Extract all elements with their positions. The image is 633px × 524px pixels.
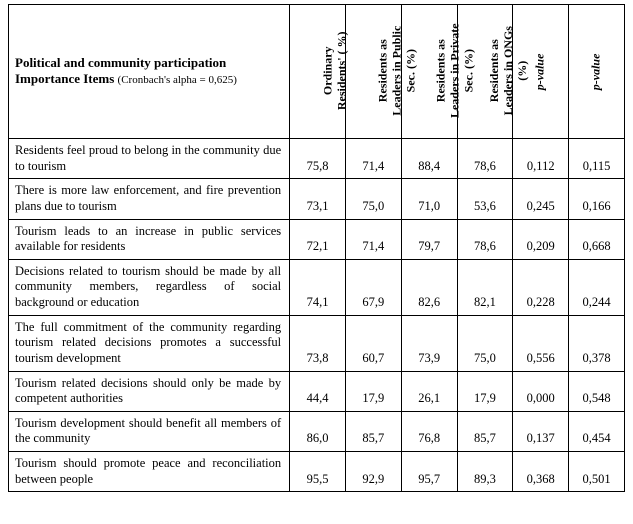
table-row: Decisions related to tourism should be m…: [9, 259, 625, 315]
value-cell: 0,245: [513, 179, 569, 219]
value-cell: 0,115: [569, 139, 625, 179]
item-cell: Tourism related decisions should only be…: [9, 371, 290, 411]
value-cell: 53,6: [457, 179, 513, 219]
value-cell: 60,7: [345, 315, 401, 371]
item-cell: The full commitment of the community reg…: [9, 315, 290, 371]
value-cell: 0,668: [569, 219, 625, 259]
value-cell: 0,228: [513, 259, 569, 315]
value-cell: 78,6: [457, 219, 513, 259]
value-cell: 75,0: [345, 179, 401, 219]
value-cell: 0,112: [513, 139, 569, 179]
value-cell: 89,3: [457, 452, 513, 492]
col-header-label: OrdinaryResidents' ( %): [322, 32, 350, 111]
table-row: Tourism development should benefit all m…: [9, 411, 625, 451]
participation-table: Political and community participation Im…: [8, 4, 625, 492]
value-cell: 82,6: [401, 259, 457, 315]
value-cell: 44,4: [290, 371, 346, 411]
col-header-pvalue-2: p-value: [569, 5, 625, 139]
value-cell: 0,209: [513, 219, 569, 259]
value-cell: 71,0: [401, 179, 457, 219]
value-cell: 74,1: [290, 259, 346, 315]
value-cell: 75,8: [290, 139, 346, 179]
value-cell: 17,9: [345, 371, 401, 411]
table-body: Residents feel proud to belong in the co…: [9, 139, 625, 492]
item-cell: Tourism leads to an increase in public s…: [9, 219, 290, 259]
table-row: Tourism related decisions should only be…: [9, 371, 625, 411]
value-cell: 0,378: [569, 315, 625, 371]
col-header-label: Residents asLeaders in ONGs(%): [488, 26, 529, 115]
cronbach-alpha-note: (Cronbach's alpha = 0,625): [118, 74, 237, 86]
page: Political and community participation Im…: [0, 0, 633, 496]
value-cell: 85,7: [457, 411, 513, 451]
col-header-ordinary-residents: OrdinaryResidents' ( %): [290, 5, 346, 139]
table-row: Tourism leads to an increase in public s…: [9, 219, 625, 259]
col-header-label: p-value: [590, 53, 604, 90]
value-cell: 26,1: [401, 371, 457, 411]
table-row: Tourism should promote peace and reconci…: [9, 452, 625, 492]
col-header-label: Residents asLeaders in PrivateSec. (%): [434, 24, 475, 119]
value-cell: 76,8: [401, 411, 457, 451]
value-cell: 75,0: [457, 315, 513, 371]
value-cell: 0,000: [513, 371, 569, 411]
value-cell: 82,1: [457, 259, 513, 315]
value-cell: 17,9: [457, 371, 513, 411]
table-row: The full commitment of the community reg…: [9, 315, 625, 371]
value-cell: 0,368: [513, 452, 569, 492]
value-cell: 0,501: [569, 452, 625, 492]
value-cell: 71,4: [345, 219, 401, 259]
header-row: Political and community participation Im…: [9, 5, 625, 139]
value-cell: 95,5: [290, 452, 346, 492]
table-head: Political and community participation Im…: [9, 5, 625, 139]
col-header-leaders-public: Residents asLeaders in PublicSec. (%): [345, 5, 401, 139]
item-cell: Residents feel proud to belong in the co…: [9, 139, 290, 179]
value-cell: 71,4: [345, 139, 401, 179]
value-cell: 0,244: [569, 259, 625, 315]
item-cell: Tourism should promote peace and reconci…: [9, 452, 290, 492]
value-cell: 0,166: [569, 179, 625, 219]
table-row: There is more law enforcement, and fire …: [9, 179, 625, 219]
heading-line-2: Importance Items: [15, 71, 114, 86]
item-cell: Tourism development should benefit all m…: [9, 411, 290, 451]
col-header-label: Residents asLeaders in PublicSec. (%): [376, 26, 417, 116]
value-cell: 73,9: [401, 315, 457, 371]
value-cell: 86,0: [290, 411, 346, 451]
value-cell: 0,137: [513, 411, 569, 451]
item-column-header: Political and community participation Im…: [9, 5, 290, 139]
value-cell: 92,9: [345, 452, 401, 492]
value-cell: 78,6: [457, 139, 513, 179]
value-cell: 73,1: [290, 179, 346, 219]
value-cell: 73,8: [290, 315, 346, 371]
value-cell: 0,454: [569, 411, 625, 451]
value-cell: 85,7: [345, 411, 401, 451]
item-cell: Decisions related to tourism should be m…: [9, 259, 290, 315]
value-cell: 0,548: [569, 371, 625, 411]
heading-line-1: Political and community participation: [15, 55, 226, 70]
table-row: Residents feel proud to belong in the co…: [9, 139, 625, 179]
value-cell: 0,556: [513, 315, 569, 371]
value-cell: 88,4: [401, 139, 457, 179]
col-header-label: p-value: [534, 53, 548, 90]
value-cell: 67,9: [345, 259, 401, 315]
item-cell: There is more law enforcement, and fire …: [9, 179, 290, 219]
value-cell: 79,7: [401, 219, 457, 259]
value-cell: 72,1: [290, 219, 346, 259]
value-cell: 95,7: [401, 452, 457, 492]
